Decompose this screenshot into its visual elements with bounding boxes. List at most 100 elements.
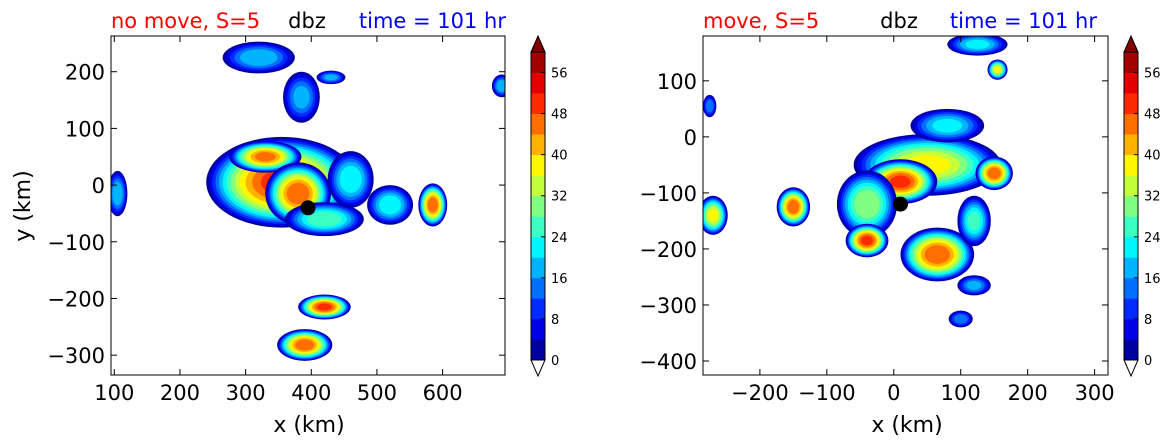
colorbar-tick-label: 56 bbox=[1144, 67, 1161, 82]
y-tick-label: 100 bbox=[65, 117, 105, 141]
x-tick-label: 300 bbox=[226, 381, 266, 405]
echo-cell bbox=[491, 74, 505, 98]
x-tick-label: −200 bbox=[731, 381, 789, 405]
contour-level bbox=[967, 211, 981, 231]
y-tick-label: −300 bbox=[639, 294, 697, 318]
y-tick-label: −200 bbox=[47, 287, 105, 311]
contour-level bbox=[987, 167, 1001, 180]
colorbar-segment bbox=[1124, 257, 1138, 279]
colorbar-segment bbox=[1124, 175, 1138, 197]
y-tick-label: 100 bbox=[657, 70, 697, 94]
x-tick-label: 500 bbox=[357, 381, 397, 405]
x-tick-label: 100 bbox=[94, 381, 134, 405]
echo-cell bbox=[111, 170, 128, 217]
colorbar-tick-label: 32 bbox=[1144, 190, 1161, 205]
echo-cell bbox=[703, 195, 728, 235]
contour-level bbox=[861, 235, 873, 246]
echo-cell bbox=[910, 108, 985, 143]
colorbar-segment bbox=[531, 236, 545, 258]
contour-level bbox=[317, 303, 332, 311]
colorbar-extend-max bbox=[1123, 34, 1139, 53]
plot-frame bbox=[702, 35, 1109, 376]
colorbar-segment bbox=[1124, 236, 1138, 258]
echo-cell bbox=[957, 275, 991, 296]
contour-level bbox=[966, 280, 982, 290]
x-tick-label: 600 bbox=[423, 381, 463, 405]
echo-cell bbox=[229, 140, 302, 173]
panel-left: no move, S=5 dbz time = 101 hr 100 200 300… bbox=[11, 9, 568, 438]
echo-cell bbox=[900, 227, 975, 282]
echo-cell bbox=[947, 36, 1008, 56]
storm-center-marker bbox=[892, 196, 908, 212]
y-tick-label: 0 bbox=[92, 174, 105, 198]
colorbar-tick-label: 24 bbox=[551, 231, 568, 246]
contour-level bbox=[427, 197, 438, 213]
echo-cell bbox=[367, 185, 414, 225]
x-axis-label: x (km) bbox=[273, 413, 344, 438]
contour-level bbox=[854, 189, 880, 219]
colorbar-tick-label: 16 bbox=[1144, 272, 1161, 287]
colorbar-segment bbox=[531, 52, 545, 73]
x-tick-label: 200 bbox=[1008, 381, 1048, 405]
colorbar-segment bbox=[1124, 318, 1138, 340]
colorbar-segment bbox=[531, 175, 545, 197]
colorbar-tick-label: 8 bbox=[551, 313, 559, 328]
contour-level bbox=[306, 211, 343, 227]
colorbar-segment bbox=[1124, 216, 1138, 238]
colorbar: 0 8 16 24 32 40 48 56 bbox=[1123, 34, 1161, 378]
x-tick-label: 200 bbox=[160, 381, 200, 405]
contour-level bbox=[708, 209, 718, 222]
echo-cell bbox=[298, 294, 351, 320]
y-tick-label: −100 bbox=[47, 231, 105, 255]
colorbar-segment bbox=[1124, 113, 1138, 135]
colorbar-tick-label: 48 bbox=[551, 108, 568, 123]
echo-cell bbox=[283, 71, 320, 123]
colorbar-extend-min bbox=[530, 359, 546, 378]
y-tick-label: −200 bbox=[639, 238, 697, 262]
colorbar-segment bbox=[531, 216, 545, 238]
plot-area: −200 −100 0 100 200 300 100 0 −100 −200 −300 −400 bbox=[639, 35, 1115, 405]
colorbar-segment bbox=[531, 298, 545, 320]
contour-level bbox=[324, 74, 338, 81]
colorbar: 0 8 16 24 32 40 48 56 bbox=[530, 34, 568, 378]
title-left-label: move, S=5 bbox=[703, 9, 819, 33]
colorbar-segment bbox=[1124, 277, 1138, 299]
colorbar-segment bbox=[531, 277, 545, 299]
echo-cell bbox=[975, 156, 1013, 191]
colorbar-tick-label: 48 bbox=[1144, 108, 1161, 123]
y-tick-label: −300 bbox=[47, 344, 105, 368]
colorbar-frame bbox=[1123, 51, 1139, 361]
y-tick-label: 0 bbox=[684, 126, 697, 150]
echo-cell bbox=[948, 310, 973, 328]
contour-level bbox=[239, 49, 278, 66]
plot-frame bbox=[110, 35, 506, 376]
colorbar-tick-label: 0 bbox=[551, 354, 559, 369]
colorbar-tick-label: 32 bbox=[551, 190, 568, 205]
contour-level bbox=[932, 118, 963, 133]
echo-cell bbox=[277, 329, 333, 361]
title-center-label: dbz bbox=[288, 9, 326, 33]
panel-right: move, S=5 dbz time = 101 hr −200 −100 0 100… bbox=[639, 9, 1160, 438]
colorbar-segment bbox=[531, 195, 545, 217]
x-tick-label: 100 bbox=[941, 381, 981, 405]
echo-cell bbox=[222, 41, 295, 74]
x-axis-label: x (km) bbox=[871, 413, 942, 438]
title-left-label: no move, S=5 bbox=[111, 9, 260, 33]
echo-cell bbox=[327, 151, 374, 208]
colorbar-segment bbox=[531, 93, 545, 114]
contour-level bbox=[379, 195, 402, 215]
colorbar-segment bbox=[531, 318, 545, 340]
echo-cell bbox=[987, 59, 1008, 80]
colorbar-segment bbox=[1124, 72, 1138, 94]
echo-cell bbox=[776, 187, 811, 227]
y-axis-label: y (km) bbox=[11, 170, 36, 241]
colorbar-frame bbox=[530, 51, 546, 361]
colorbar-tick-label: 40 bbox=[551, 149, 568, 164]
contour-level bbox=[705, 99, 714, 113]
x-tick-label: 400 bbox=[291, 381, 331, 405]
contour-level bbox=[112, 181, 123, 206]
colorbar-segment bbox=[531, 72, 545, 94]
contour-level bbox=[496, 79, 505, 92]
colorbar-segment bbox=[531, 134, 545, 156]
